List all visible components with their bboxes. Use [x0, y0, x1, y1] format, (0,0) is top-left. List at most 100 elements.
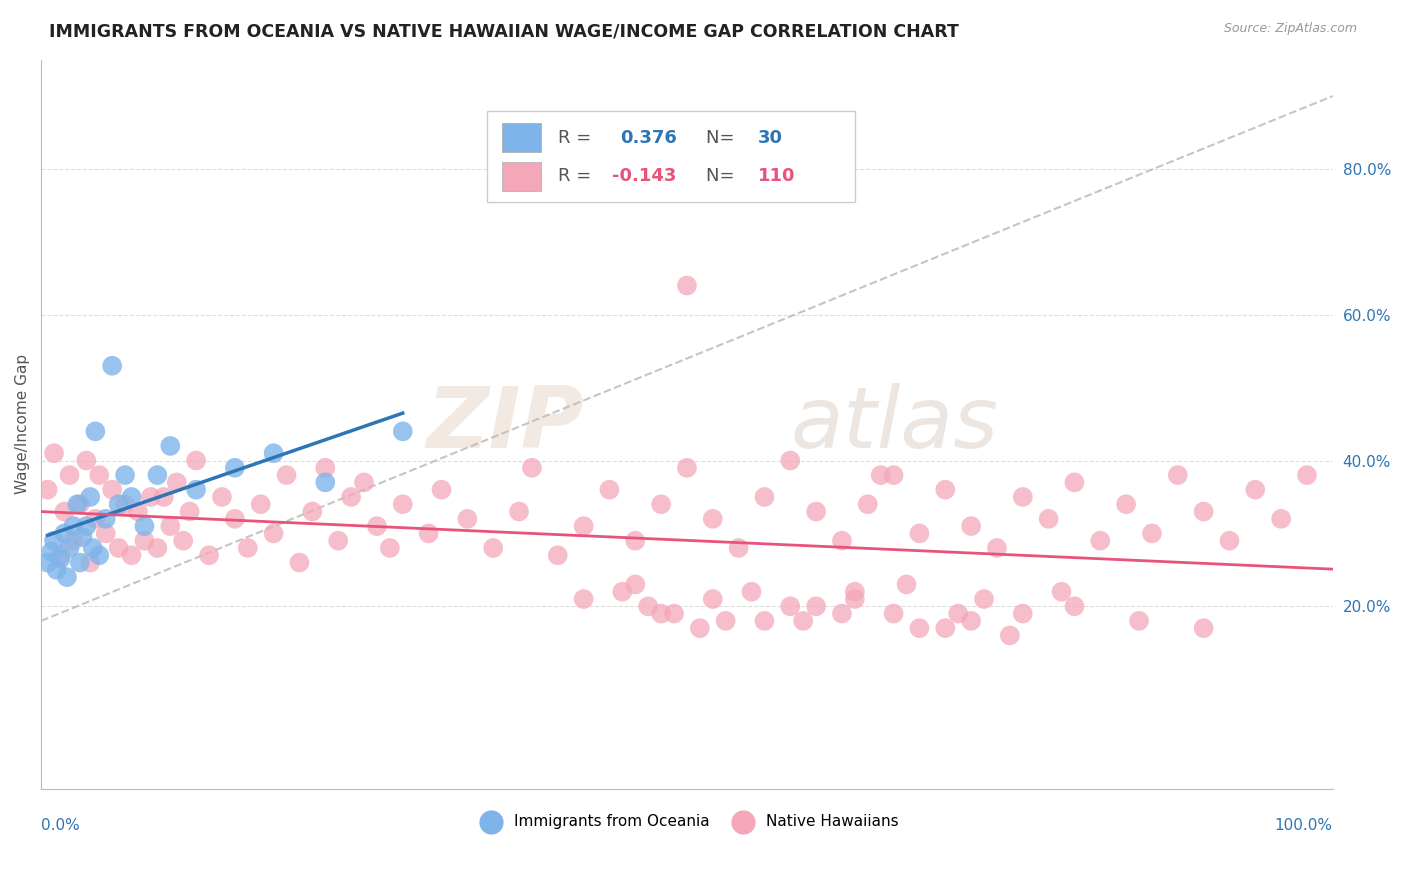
Point: [572, 519, 595, 533]
Point: [1038, 512, 1060, 526]
Point: [49, 548, 72, 562]
Point: [831, 607, 853, 621]
Point: [263, 446, 285, 460]
Point: [224, 512, 246, 526]
Point: [224, 460, 246, 475]
Text: 30: 30: [758, 128, 783, 146]
Point: [314, 475, 336, 490]
Point: [676, 460, 699, 475]
Point: [572, 592, 595, 607]
Point: [328, 533, 350, 548]
Point: [89, 548, 111, 562]
Point: [84, 425, 107, 439]
Point: [82, 541, 104, 555]
Bar: [502, 123, 541, 153]
Point: [198, 548, 221, 562]
Point: [804, 599, 827, 614]
Text: 100.0%: 100.0%: [1275, 818, 1333, 833]
Point: [844, 584, 866, 599]
Point: [1063, 475, 1085, 490]
Point: [53, 526, 76, 541]
Point: [42, 446, 65, 460]
Point: [1050, 584, 1073, 599]
FancyBboxPatch shape: [486, 111, 855, 202]
Point: [249, 497, 271, 511]
Point: [908, 526, 931, 541]
Point: [650, 607, 672, 621]
Point: [456, 512, 478, 526]
Point: [84, 512, 107, 526]
Point: [159, 519, 181, 533]
Point: [288, 556, 311, 570]
Point: [94, 512, 117, 526]
Point: [998, 628, 1021, 642]
Point: [391, 425, 413, 439]
Point: [934, 621, 956, 635]
Point: [986, 541, 1008, 555]
Point: [1296, 468, 1319, 483]
Text: 110: 110: [758, 167, 796, 186]
Point: [960, 519, 983, 533]
Point: [75, 519, 97, 533]
Text: 0.376: 0.376: [620, 128, 676, 146]
Point: [754, 490, 776, 504]
Point: [727, 541, 749, 555]
Point: [650, 497, 672, 511]
Point: [1270, 512, 1292, 526]
Point: [883, 468, 905, 483]
Point: [172, 533, 194, 548]
Point: [211, 490, 233, 504]
Point: [127, 504, 149, 518]
Text: IMMIGRANTS FROM OCEANIA VS NATIVE HAWAIIAN WAGE/INCOME GAP CORRELATION CHART: IMMIGRANTS FROM OCEANIA VS NATIVE HAWAII…: [49, 22, 959, 40]
Point: [896, 577, 918, 591]
Point: [263, 526, 285, 541]
Point: [121, 548, 143, 562]
Point: [58, 541, 80, 555]
Point: [418, 526, 440, 541]
Point: [79, 490, 101, 504]
Point: [598, 483, 620, 497]
Point: [612, 584, 634, 599]
Point: [804, 504, 827, 518]
Point: [482, 541, 505, 555]
Text: N=: N=: [706, 167, 741, 186]
Point: [973, 592, 995, 607]
Point: [430, 483, 453, 497]
Point: [702, 512, 724, 526]
Point: [107, 497, 129, 511]
Bar: [502, 161, 541, 191]
Text: atlas: atlas: [790, 383, 998, 466]
Point: [94, 526, 117, 541]
Y-axis label: Wage/Income Gap: Wage/Income Gap: [15, 354, 30, 494]
Text: R =: R =: [558, 128, 596, 146]
Point: [1090, 533, 1112, 548]
Point: [792, 614, 814, 628]
Point: [1167, 468, 1189, 483]
Point: [702, 592, 724, 607]
Point: [179, 504, 201, 518]
Point: [908, 621, 931, 635]
Point: [58, 468, 80, 483]
Point: [62, 519, 84, 533]
Point: [831, 533, 853, 548]
Point: [1218, 533, 1240, 548]
Point: [41, 544, 63, 558]
Point: [1011, 607, 1033, 621]
Text: R =: R =: [558, 167, 596, 186]
Point: [934, 483, 956, 497]
Point: [107, 541, 129, 555]
Point: [391, 497, 413, 511]
Point: [153, 490, 176, 504]
Point: [378, 541, 401, 555]
Point: [547, 548, 569, 562]
Point: [869, 468, 891, 483]
Point: [276, 468, 298, 483]
Point: [146, 541, 169, 555]
Point: [79, 556, 101, 570]
Text: ZIP: ZIP: [426, 383, 583, 466]
Point: [159, 439, 181, 453]
Text: -0.143: -0.143: [612, 167, 676, 186]
Point: [883, 607, 905, 621]
Point: [689, 621, 711, 635]
Point: [53, 504, 76, 518]
